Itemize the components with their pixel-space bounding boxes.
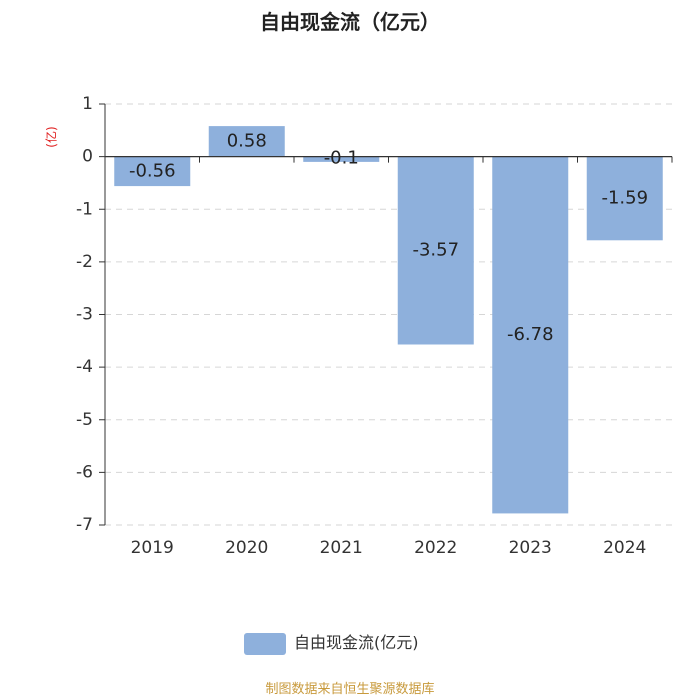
y-tick-label: 0 bbox=[82, 147, 93, 167]
y-tick-label: -2 bbox=[76, 252, 93, 272]
data-label-2019: -0.56 bbox=[129, 160, 176, 181]
legend-label: 自由现金流(亿元) bbox=[294, 633, 419, 652]
chart-title: 自由现金流（亿元） bbox=[260, 10, 440, 34]
legend-swatch bbox=[244, 633, 286, 655]
bar-2024 bbox=[586, 156, 663, 241]
bar-2022 bbox=[397, 156, 474, 345]
y-tick-label: -4 bbox=[76, 357, 93, 377]
y-tick-label: -6 bbox=[76, 462, 93, 482]
y-tick-label: -5 bbox=[76, 410, 93, 430]
data-labels: -0.56 0.58 -0.1 -3.57 -6.78 -1.59 bbox=[129, 130, 648, 345]
axes: 1 0 -1 -2 -3 -4 -5 -6 -7 2019 2020 2021 2022 2023 2024 bbox=[76, 94, 673, 558]
data-label-2023: -6.78 bbox=[507, 324, 554, 345]
footer-source: 制图数据来自恒生聚源数据库 bbox=[265, 681, 434, 697]
bar-2023 bbox=[492, 156, 569, 514]
x-tick-label: 2024 bbox=[603, 538, 646, 558]
x-tick-label: 2023 bbox=[509, 538, 552, 558]
x-tick-label: 2021 bbox=[320, 538, 363, 558]
y-tick-label: -1 bbox=[76, 199, 93, 219]
x-tick-label: 2020 bbox=[225, 538, 268, 558]
y-tick-label: -7 bbox=[76, 515, 93, 535]
x-tick-label: 2022 bbox=[414, 538, 457, 558]
y-tick-label: 1 bbox=[82, 94, 93, 114]
bar-2019 bbox=[114, 156, 191, 187]
data-label-2024: -1.59 bbox=[601, 187, 648, 208]
bars bbox=[114, 126, 663, 514]
x-tick-label: 2019 bbox=[131, 538, 174, 558]
y-tick-label: -3 bbox=[76, 305, 93, 325]
data-label-2021: -0.1 bbox=[324, 148, 359, 169]
data-label-2020: 0.58 bbox=[227, 130, 267, 151]
bar-2020 bbox=[208, 126, 285, 157]
y-axis-unit-label: (亿) bbox=[44, 126, 59, 147]
data-label-2022: -3.57 bbox=[412, 240, 459, 261]
bar-2021 bbox=[303, 156, 380, 162]
legend: 自由现金流(亿元) bbox=[244, 633, 419, 655]
